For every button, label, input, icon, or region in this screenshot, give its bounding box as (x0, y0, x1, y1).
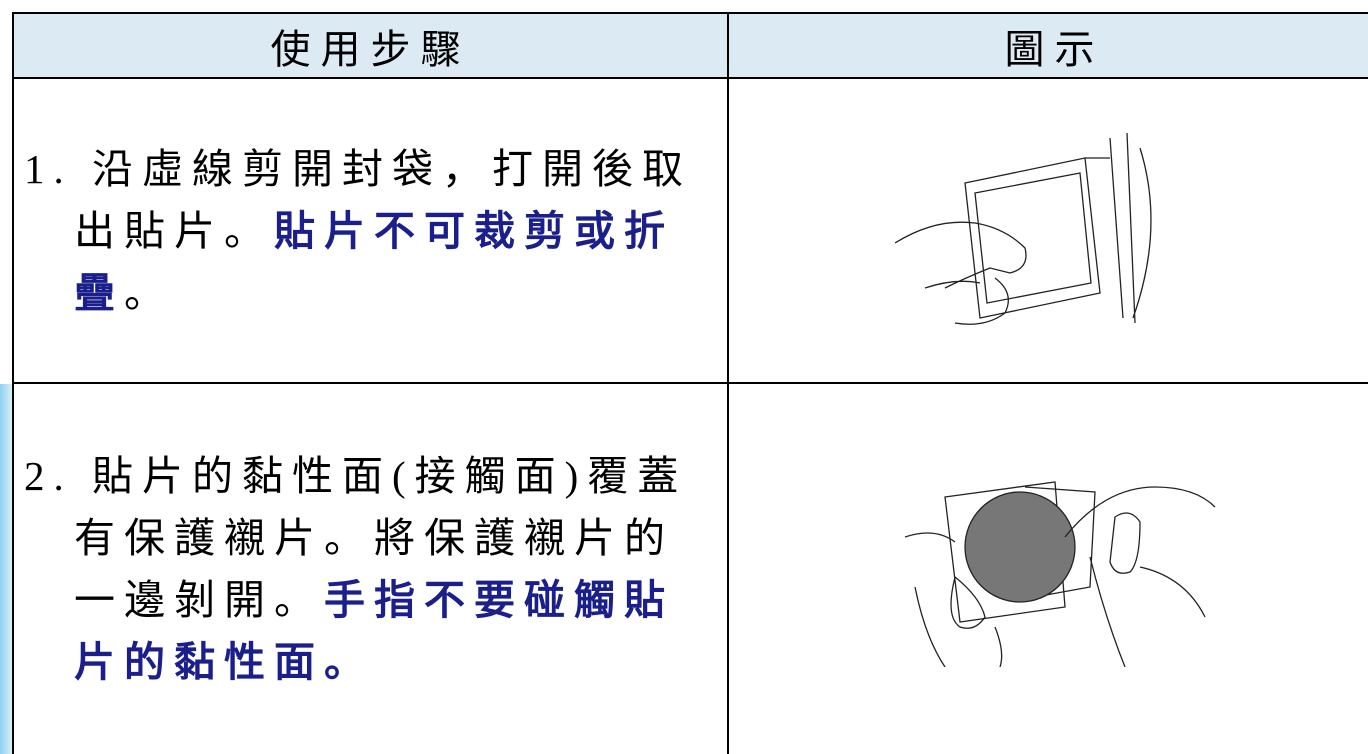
illustration-open-pouch (894, 132, 1152, 325)
decor-strip (0, 384, 12, 754)
illustration-cell (727, 77, 1368, 384)
header-cell: 使用步驟 (12, 12, 729, 79)
emphasis-text: 手指不要碰觸貼片的黏性面。 (74, 577, 674, 685)
step-text-span: 2. 貼片的黏性面(接觸面)覆蓋有保護襯片。將保護襯片的一邊剝開。 (24, 453, 688, 623)
illustration-peel-liner (904, 480, 1215, 667)
step-text: 2. 貼片的黏性面(接觸面)覆蓋有保護襯片。將保護襯片的一邊剝開。手指不要碰觸貼… (12, 382, 729, 754)
step-text: 1. 沿虛線剪開封袋，打開後取出貼片。貼片不可裁剪或折疊。 (12, 77, 729, 384)
emphasis-text: 貼片不可裁剪或折疊 (74, 207, 674, 316)
steps-table: 使用步驟 圖示 1. 沿虛線剪開封袋，打開後取出貼片。貼片不可裁剪或折疊。 2.… (12, 12, 1368, 754)
header-cell: 圖示 (727, 12, 1368, 79)
step-text-span: 。 (124, 269, 174, 316)
step-text-span: 1. 沿虛線剪開封袋，打開後取出貼片。 (24, 145, 692, 254)
illustration-cell (727, 382, 1368, 754)
